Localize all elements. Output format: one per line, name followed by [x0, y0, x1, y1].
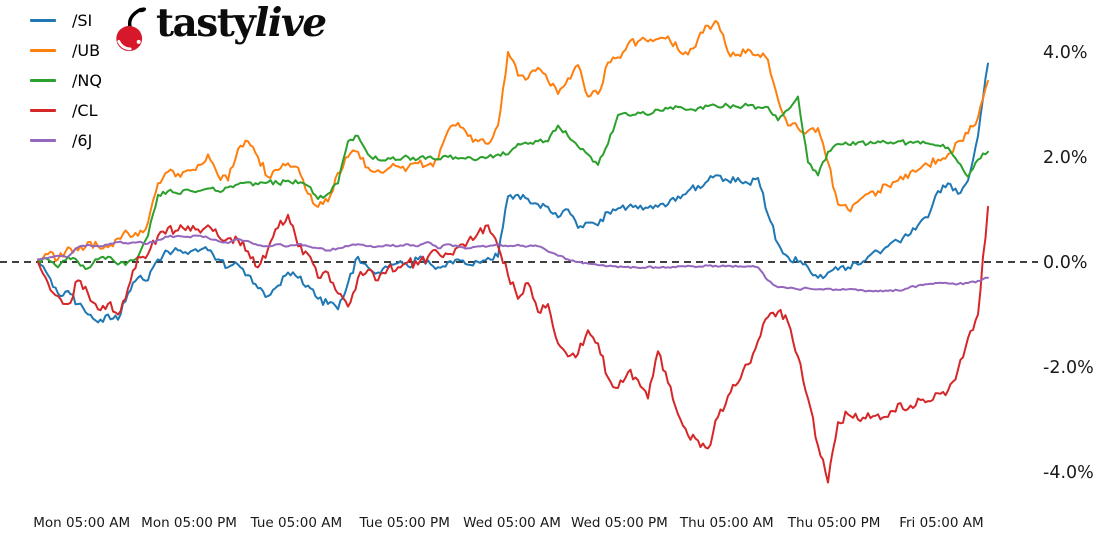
x-tick-label: Mon 05:00 AM [33, 515, 130, 531]
legend-swatch-6j [30, 139, 56, 142]
legend-swatch-cl [30, 109, 56, 112]
legend-item-si: /SI [30, 10, 102, 31]
legend-swatch-nq [30, 79, 56, 82]
legend-label-cl: /CL [72, 100, 98, 120]
tastylive-logo: tastylive [114, 2, 327, 53]
y-tick-label: -2.0% [1043, 358, 1094, 378]
legend-label-ub: /UB [72, 40, 101, 60]
y-tick-label: 4.0% [1043, 43, 1087, 63]
series-line-cl [37, 205, 989, 484]
y-tick-label: -4.0% [1043, 463, 1094, 483]
series-line-6j [37, 234, 989, 293]
y-tick-label: 0.0% [1043, 253, 1087, 273]
x-tick-label: Mon 05:00 PM [141, 515, 237, 531]
logo-text-live: live [254, 0, 327, 46]
legend-label-nq: /NQ [72, 70, 102, 90]
chart-legend: /SI /UB /NQ /CL /6J [30, 10, 102, 151]
legend-swatch-si [30, 19, 56, 22]
x-tick-label: Tue 05:00 PM [359, 515, 450, 531]
x-tick-label: Thu 05:00 PM [787, 515, 881, 531]
legend-label-6j: /6J [72, 130, 93, 150]
legend-label-si: /SI [72, 10, 93, 30]
logo-text-tasty: tasty [156, 0, 256, 46]
y-tick-label: 2.0% [1043, 148, 1087, 168]
x-tick-label: Wed 05:00 PM [571, 515, 668, 531]
x-tick-label: Thu 05:00 AM [679, 515, 774, 531]
series-line-ub [37, 19, 989, 263]
logo-text: tastylive [156, 4, 327, 43]
legend-item-6j: /6J [30, 130, 102, 151]
series-line-si [37, 62, 989, 324]
legend-item-cl: /CL [30, 100, 102, 121]
series-line-nq [37, 95, 989, 271]
legend-item-nq: /NQ [30, 70, 102, 91]
x-tick-label: Tue 05:00 AM [250, 515, 342, 531]
cherry-icon [116, 7, 147, 52]
x-tick-label: Fri 05:00 AM [899, 515, 983, 531]
legend-item-ub: /UB [30, 40, 102, 61]
x-tick-label: Wed 05:00 AM [463, 515, 561, 531]
legend-swatch-ub [30, 49, 56, 52]
